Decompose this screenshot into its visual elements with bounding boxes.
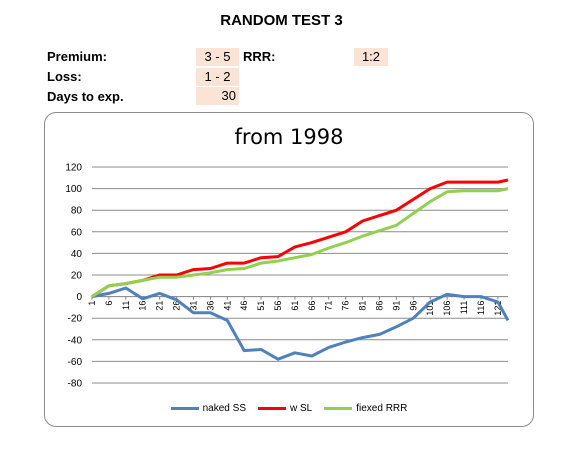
legend-item: w SL (258, 403, 312, 414)
y-tick-label: -80 (68, 379, 83, 390)
x-tick-label: 71 (324, 301, 334, 311)
x-tick-label: 101 (425, 301, 435, 316)
x-tick-label: 16 (138, 301, 148, 311)
legend-label: w SL (290, 403, 313, 414)
y-tick-label: 40 (71, 249, 83, 260)
chart-title: from 1998 (234, 125, 344, 149)
x-tick-label: 61 (290, 301, 300, 311)
series-line-fiexed-rrr (91, 187, 509, 298)
rrr-value: 1:2 (354, 48, 388, 66)
series-line-naked-ss (91, 286, 510, 361)
x-tick-label: 96 (408, 301, 418, 311)
x-tick-label: 66 (307, 301, 317, 311)
y-tick-label: 80 (71, 206, 83, 217)
series-line-w-sl (91, 178, 509, 298)
y-tick-label: 20 (71, 271, 83, 282)
x-tick-label: 26 (172, 301, 182, 311)
chart-legend: naked SS w SL fiexed RRR (45, 402, 533, 414)
x-tick-label: 111 (459, 301, 469, 315)
x-tick-label: 76 (341, 301, 351, 311)
legend-swatch (258, 407, 286, 410)
x-tick-label: 106 (442, 301, 452, 316)
rrr-label: RRR: (243, 49, 276, 64)
x-tick-label: 6 (104, 301, 114, 306)
legend-swatch (170, 407, 199, 410)
x-tick-label: 86 (374, 301, 384, 311)
premium-value: 3 - 5 (196, 48, 239, 66)
y-tick-label: -40 (68, 335, 83, 346)
x-tick-label: 41 (222, 301, 232, 311)
x-tick-label: 116 (476, 301, 486, 315)
y-tick-label: 0 (76, 292, 82, 303)
days-label: Days to exp. (47, 89, 124, 104)
x-tick-label: 91 (391, 301, 401, 311)
legend-label: fiexed RRR (356, 403, 408, 414)
legend-item: fiexed RRR (324, 403, 407, 414)
legend-item: naked SS (170, 403, 246, 414)
legend-label: naked SS (202, 403, 246, 414)
page-title: RANDOM TEST 3 (220, 12, 343, 29)
x-tick-label: 121 (493, 301, 503, 316)
y-tick-label: 100 (65, 184, 82, 195)
x-tick-label: 81 (358, 301, 368, 311)
x-tick-label: 31 (188, 301, 198, 311)
x-tick-label: 56 (273, 301, 283, 311)
x-tick-label: 46 (239, 301, 249, 311)
x-tick-label: 11 (121, 301, 131, 310)
x-tick-label: 21 (155, 301, 165, 311)
legend-swatch (324, 407, 353, 410)
premium-label: Premium: (47, 49, 107, 64)
y-tick-label: 60 (71, 227, 83, 238)
y-tick-label: -60 (68, 357, 83, 368)
x-tick-label: 36 (205, 301, 215, 311)
x-tick-label: 51 (256, 301, 266, 311)
loss-value: 1 - 2 (196, 68, 239, 86)
y-tick-label: 120 (65, 163, 82, 174)
days-value: 30 (196, 87, 239, 105)
x-tick-label: 1 (87, 301, 97, 306)
y-tick-label: -20 (68, 314, 83, 325)
loss-label: Loss: (47, 69, 82, 84)
chart-area: from 1998 120 100 80 60 40 20 0 -20 -40 -60 -80 1 6 1… (44, 112, 534, 427)
